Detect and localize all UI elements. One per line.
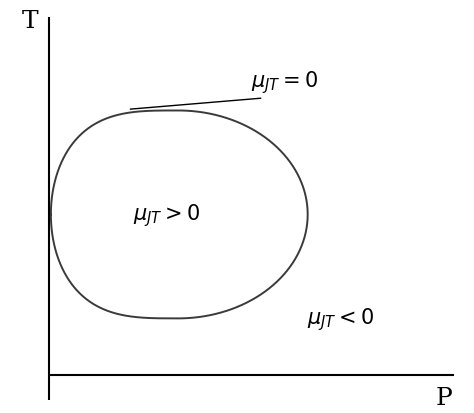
Text: $\mu_{JT} = 0$: $\mu_{JT} = 0$	[251, 69, 318, 96]
Text: T: T	[21, 10, 38, 33]
Text: $\mu_{JT} > 0$: $\mu_{JT} > 0$	[133, 202, 200, 228]
Text: P: P	[436, 387, 453, 409]
Text: $\mu_{JT} < 0$: $\mu_{JT} < 0$	[307, 305, 374, 332]
